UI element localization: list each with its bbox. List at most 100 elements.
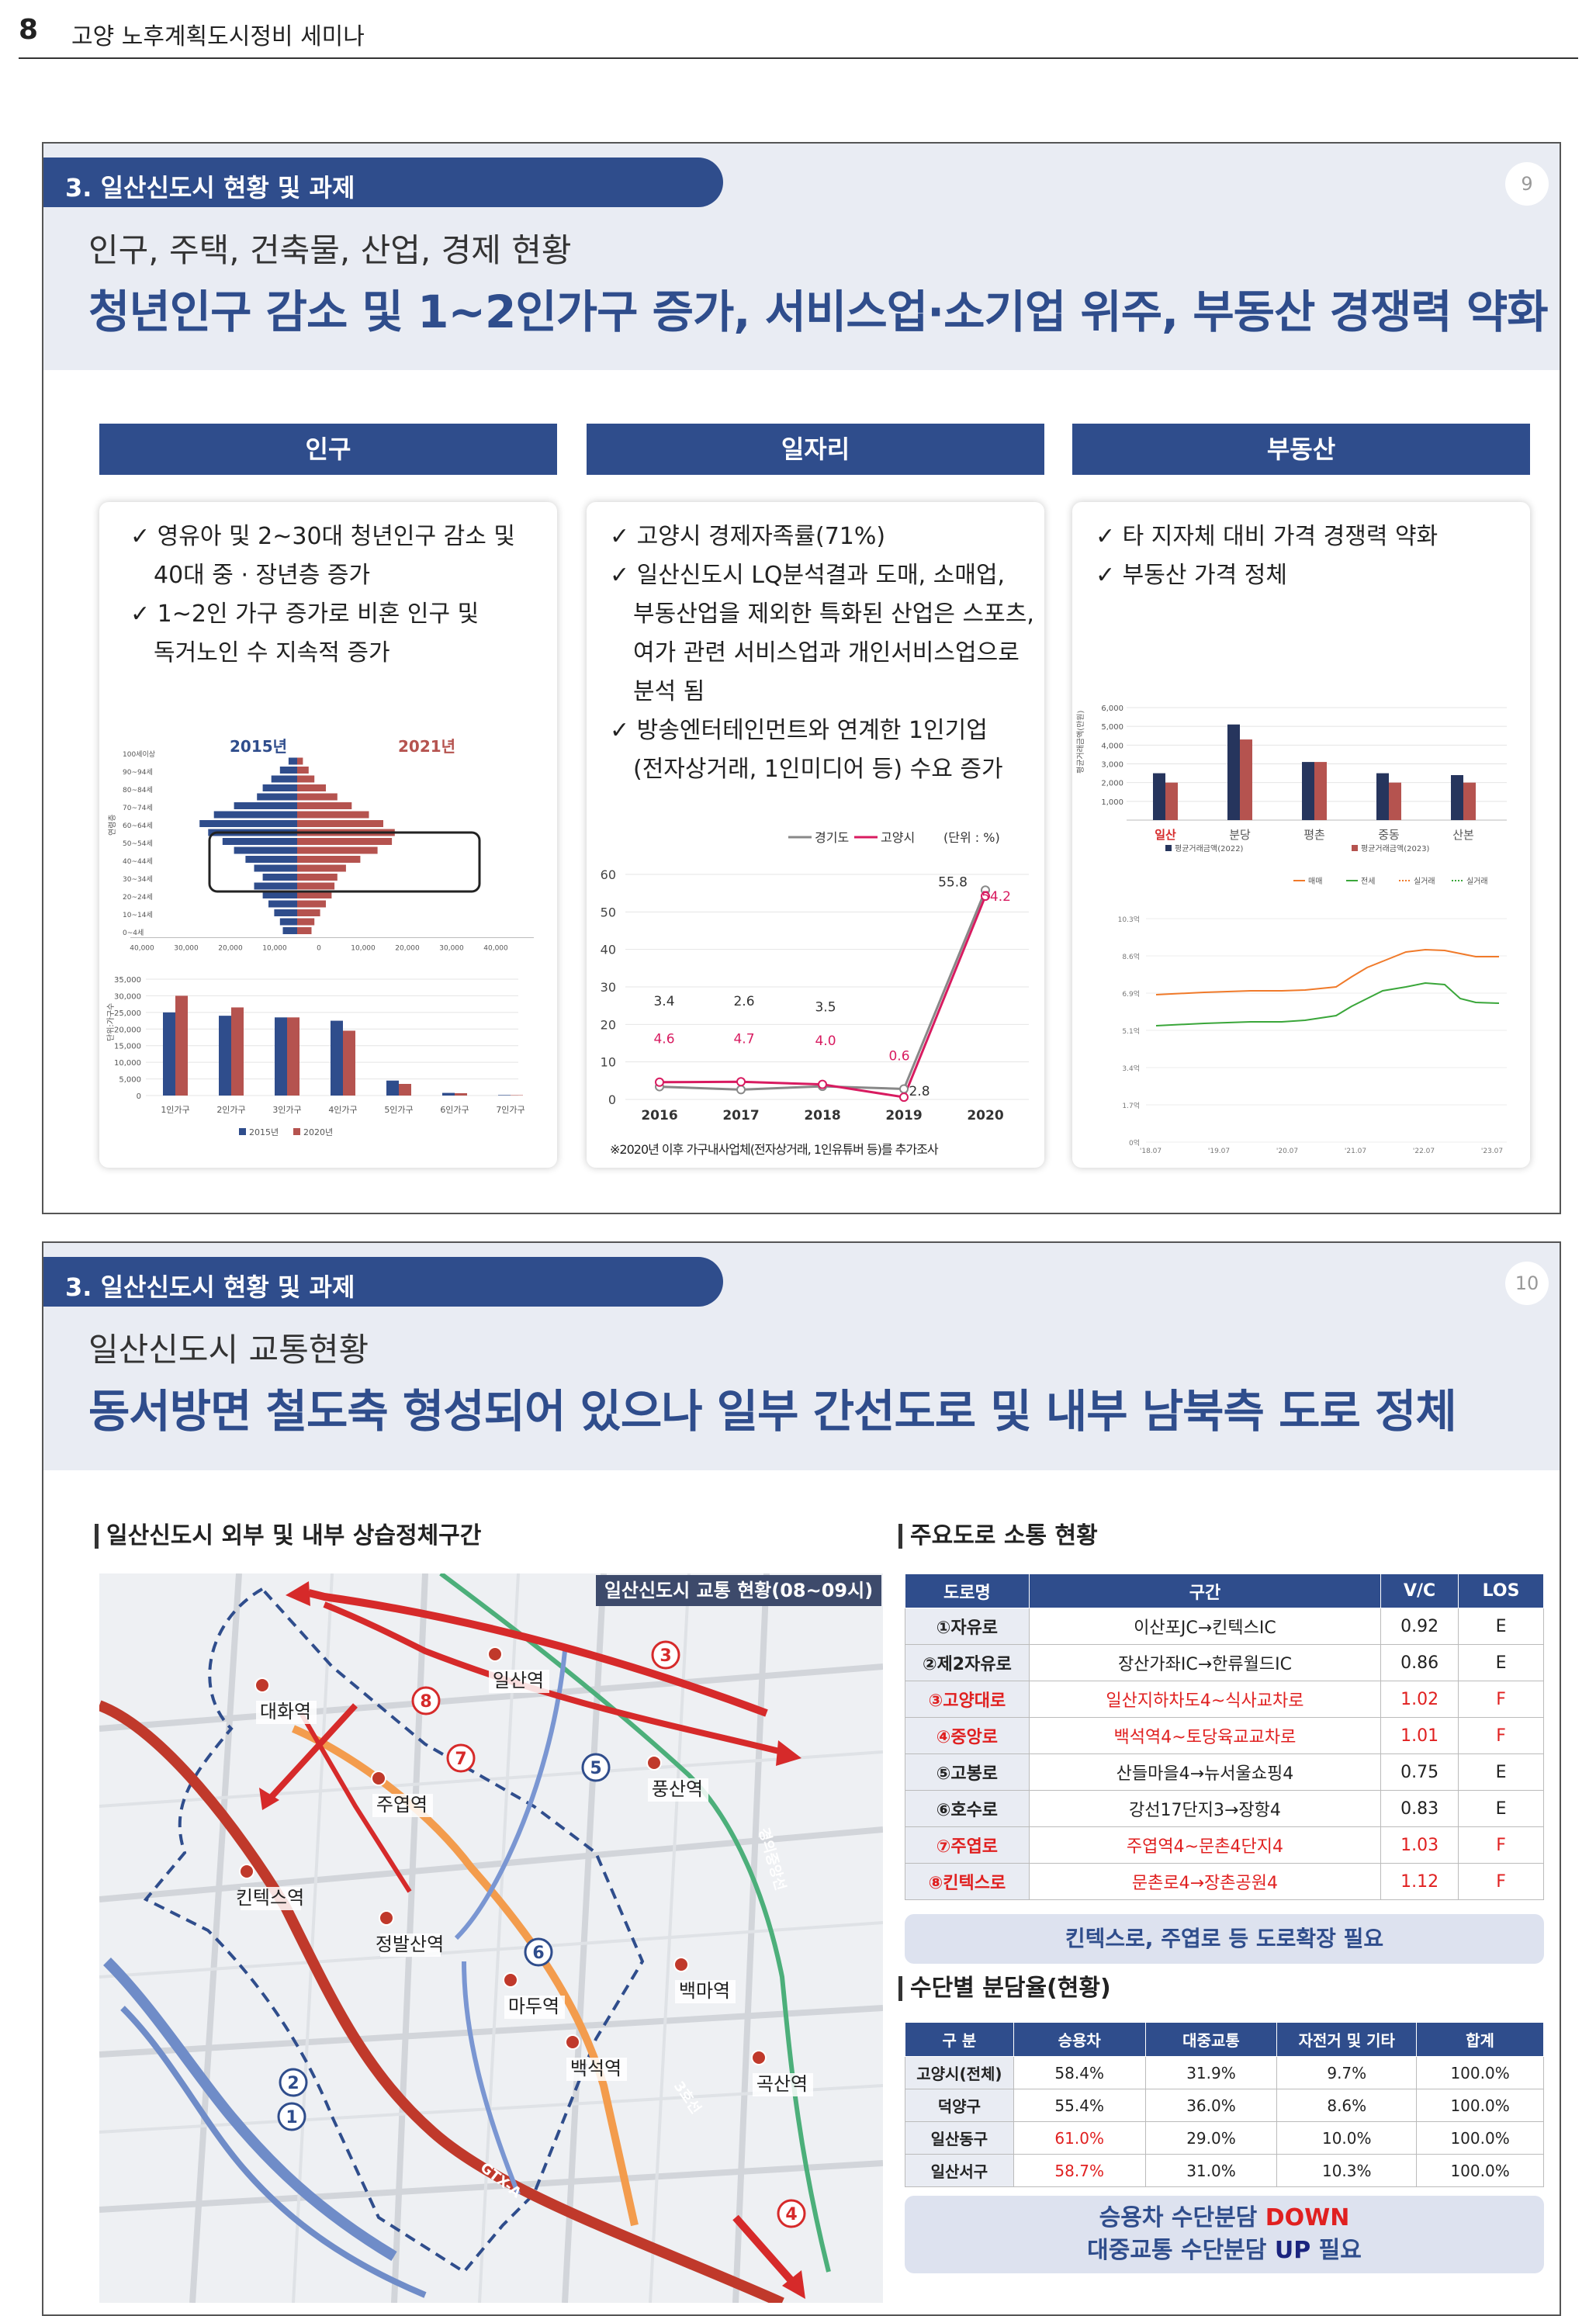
table-cell-los: F — [1458, 1681, 1544, 1718]
data-label-gyeonggi: 55.8 — [938, 874, 968, 890]
household-ytick: 30,000 — [114, 992, 141, 1001]
pyramid-tick: 20,000 — [218, 945, 243, 953]
pyramid-bar-2021 — [297, 757, 303, 765]
bullet-line: 여가 관련 서비스업과 개인서비스업으로 — [633, 639, 1020, 666]
household-category: 5인가구 — [384, 1105, 413, 1115]
jobs-ytick: 60 — [601, 867, 616, 882]
table-cell-los: F — [1458, 1826, 1544, 1864]
pyramid-label-2021: 2021년 — [398, 737, 455, 756]
table-cell-vc: 1.02 — [1380, 1681, 1459, 1718]
table-cell-car: 58.7% — [1013, 2154, 1146, 2187]
road-table: 도로명 구간 V/C LOS ①자유로 이산포JC→킨텍스IC 0.92 E ②제2자유… — [905, 1573, 1544, 1900]
col-header: V/C — [1380, 1573, 1459, 1608]
map-canvas: 일산역대화역주엽역킨텍스역정발산역마두역백석역풍산역백마역곡산역GTX-A3호선… — [99, 1573, 883, 2303]
card-jobs: ✓ 고양시 경제자족률(71%) ✓ 일산신도시 LQ분석결과 도매, 소매업,… — [587, 502, 1044, 1168]
table-cell-bike: 10.3% — [1276, 2154, 1418, 2187]
trend-xtick: '19.07 — [1208, 1148, 1230, 1155]
bullet-line: 분석 됨 — [633, 678, 705, 705]
table-cell-vc: 1.12 — [1380, 1863, 1459, 1900]
trend-line-sale — [1155, 948, 1499, 995]
mode-share-table: 구 분 승용차 대중교통 자전거 및 기타 합계 고양시(전체) 58.4% 31.… — [905, 2022, 1544, 2187]
table-header-row: 구 분 승용차 대중교통 자전거 및 기타 합계 — [905, 2022, 1544, 2057]
pyramid-bar-2021 — [297, 882, 335, 890]
pyramid-tick: 30,000 — [439, 945, 464, 953]
pyramid-bar-2015 — [262, 784, 297, 791]
household-bar-2015 — [498, 1095, 511, 1096]
table-row: ④중앙로 백석역4~토당육교교차로 1.01 F — [905, 1717, 1544, 1754]
jobs-ytick: 10 — [601, 1055, 616, 1070]
jobs-xtick: 2019 — [885, 1108, 922, 1123]
pyramid-bar-2021 — [297, 864, 346, 872]
table-cell-vc: 0.75 — [1380, 1753, 1459, 1791]
point-goyang — [736, 1077, 746, 1087]
pyramid-bar-2021 — [297, 838, 393, 845]
table-cell-total: 100.0% — [1416, 2056, 1544, 2089]
station-label: 풍산역 — [652, 1778, 703, 1800]
price-bar-2023 — [1165, 782, 1178, 820]
household-bar-2020 — [287, 1017, 299, 1096]
route-marker — [777, 2199, 806, 2228]
legend-swatch — [239, 1128, 246, 1135]
legend-label: 고양시 — [881, 830, 915, 845]
legend-swatch — [293, 1128, 300, 1135]
point-gyeonggi — [736, 1085, 746, 1095]
table-cell-bike: 9.7% — [1276, 2056, 1418, 2089]
price-bar-chart: 평균거래금액(만원) 6,000 5,000 4,000 3,000 2,000 1,000… — [1076, 704, 1507, 853]
pyramid-bar-2021 — [297, 793, 338, 801]
jayuro-route — [103, 1958, 397, 2262]
trend-xtick: '20.07 — [1276, 1148, 1298, 1155]
gtx-route — [99, 1700, 784, 2303]
price-bar-2023 — [1314, 762, 1327, 820]
route-marker-number: 4 — [785, 2205, 797, 2224]
station-label: 백석역 — [570, 2058, 621, 2079]
station-label-bg — [256, 1701, 317, 1724]
station-label: 대화역 — [260, 1701, 311, 1722]
legend-label: 경기도 — [815, 830, 849, 845]
pyramid-age-label: 30~34세 — [123, 875, 153, 884]
station-dot — [751, 2050, 767, 2065]
route-marker — [411, 1686, 441, 1715]
station-label-bg — [566, 2058, 627, 2081]
household-ytick: 35,000 — [114, 976, 141, 985]
table-cell-car: 61.0% — [1013, 2121, 1146, 2155]
table-cell-name: ⑧킨텍스로 — [905, 1863, 1030, 1900]
column-header-jobs: 일자리 — [587, 424, 1044, 475]
route-marker-number: 5 — [590, 1759, 601, 1778]
map-section-title: 일산신도시 외부 및 내부 상습정체구간 — [95, 1524, 481, 1549]
table-cell-name: ⑤고봉로 — [905, 1753, 1030, 1791]
table-cell-bike: 10.0% — [1276, 2121, 1418, 2155]
pyramid-age-label: 80~84세 — [123, 786, 153, 795]
price-bar-2022 — [1227, 724, 1240, 820]
pyramid-bar-2015 — [271, 775, 297, 783]
station-label: 백마역 — [679, 1980, 730, 2002]
table-cell-vc: 0.92 — [1380, 1608, 1459, 1645]
station-dot — [239, 1864, 254, 1879]
pyramid-bar-2015 — [262, 874, 297, 881]
pyramid-ylabel: 연령층 — [108, 814, 117, 836]
mode-section-title: 수단별 분담율(현황) — [898, 1976, 1111, 2001]
pyramid-bar-2021 — [297, 918, 315, 926]
table-header-row: 도로명 구간 V/C LOS — [905, 1573, 1544, 1608]
note-line: 대중교통 수단분담 UP 필요 — [1087, 2237, 1362, 2264]
slide-number: 10 — [1505, 1262, 1549, 1305]
pyramid-bar-2015 — [234, 802, 297, 809]
mode-note: 승용차 수단분담 DOWN 대중교통 수단분담 UP 필요 — [905, 2196, 1544, 2273]
household-ylabel: 단위:가구수 — [106, 1003, 116, 1041]
route-marker — [651, 1640, 680, 1670]
trend-ytick: 0억 — [1129, 1138, 1140, 1148]
household-ytick: 0 — [137, 1092, 141, 1101]
household-ytick: 20,000 — [114, 1026, 141, 1034]
household-bar-2020 — [399, 1084, 411, 1096]
table-cell-section: 이산포JC→킨텍스IC — [1028, 1608, 1382, 1645]
household-bar-2015 — [275, 1017, 287, 1096]
price-ytick: 2,000 — [1101, 780, 1123, 788]
slide-subtitle: 인구, 주택, 건축물, 산업, 경제 현황 — [88, 231, 572, 269]
bullet-line: ✓ 1~2인 가구 증가로 비혼 인구 및 — [130, 601, 479, 628]
pyramid-bar-2021 — [297, 784, 326, 791]
household-bar-2015 — [386, 1080, 399, 1096]
section-label: 3. 일산신도시 현황 및 과제 — [43, 158, 723, 207]
route-marker — [279, 2068, 308, 2097]
bullet-line: ✓ 방송엔터테인먼트와 연계한 1인기업 — [610, 717, 988, 744]
route-marker — [524, 1937, 553, 1967]
table-cell-name: ④중앙로 — [905, 1717, 1030, 1754]
